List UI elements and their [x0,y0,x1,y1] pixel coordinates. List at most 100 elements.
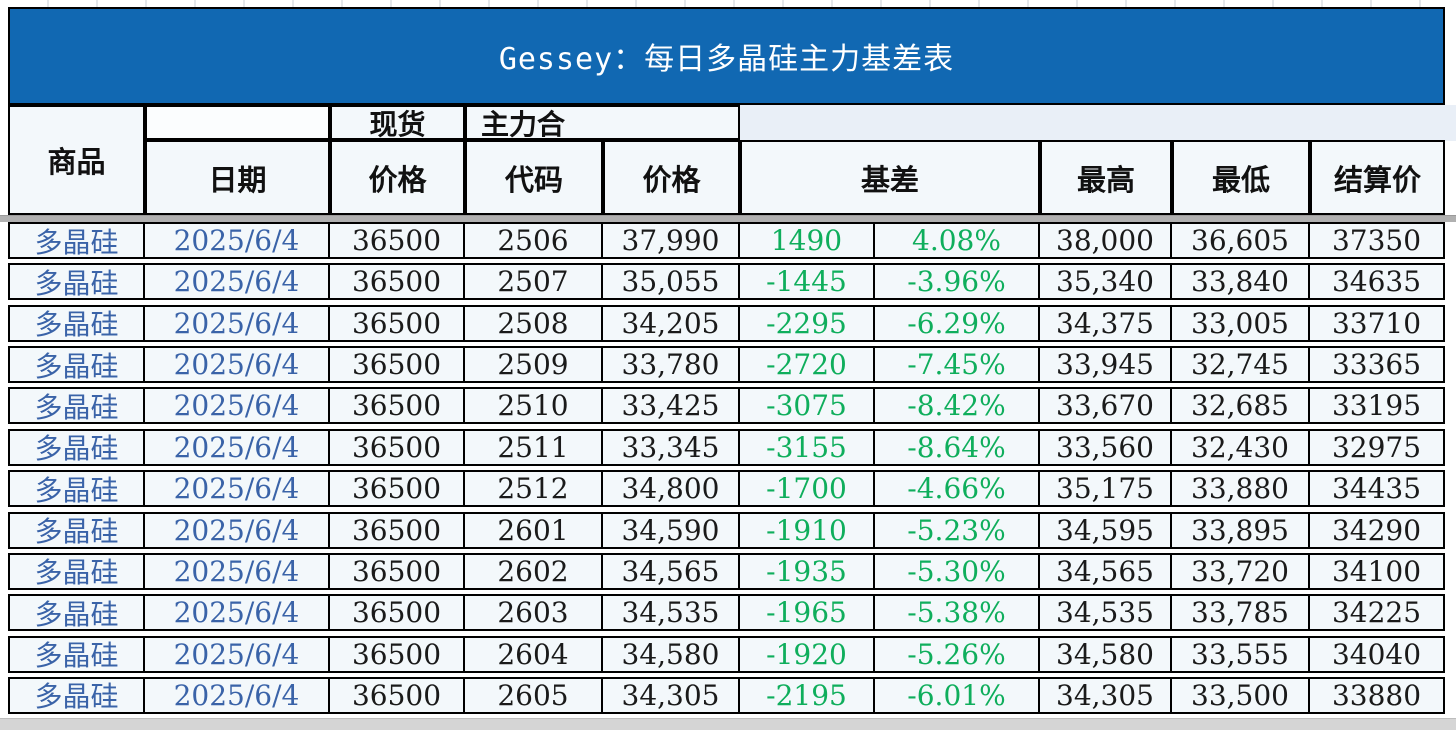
cell-contract-code[interactable]: 2507 [465,265,603,299]
cell-spot-price[interactable]: 36500 [330,430,465,464]
cell-basis[interactable]: -3155 [740,430,875,464]
cell-futures-price[interactable]: 34,590 [603,513,740,547]
header-basis[interactable]: 基差 [740,140,1040,215]
cell-date[interactable]: 2025/6/4 [145,430,330,464]
cell-high[interactable]: 35,340 [1040,265,1172,299]
cell-high[interactable]: 34,375 [1040,306,1172,340]
cell-spot-price[interactable]: 36500 [330,306,465,340]
cell-low[interactable]: 33,785 [1172,596,1310,630]
cell-commodity[interactable]: 多晶硅 [10,430,145,464]
cell-basis[interactable]: -1965 [740,596,875,630]
cell-futures-price[interactable]: 35,055 [603,265,740,299]
cell-spot-price[interactable]: 36500 [330,678,465,712]
cell-contract-code[interactable]: 2509 [465,348,603,382]
cell-commodity[interactable]: 多晶硅 [10,678,145,712]
cell-basis-percent[interactable]: -5.26% [875,637,1040,671]
cell-low[interactable]: 33,840 [1172,265,1310,299]
cell-basis-percent[interactable]: -5.30% [875,554,1040,588]
cell-high[interactable]: 34,595 [1040,513,1172,547]
cell-contract-code[interactable]: 2602 [465,554,603,588]
cell-settle[interactable]: 32975 [1331,430,1422,464]
cell-low[interactable]: 32,685 [1172,389,1310,423]
cell-spot-price[interactable]: 36500 [330,224,465,257]
cell-high[interactable]: 33,560 [1040,430,1172,464]
cell-futures-price[interactable]: 34,800 [603,472,740,506]
cell-date[interactable]: 2025/6/4 [145,554,330,588]
cell-basis[interactable]: -2195 [740,678,875,712]
cell-commodity[interactable]: 多晶硅 [10,637,145,671]
table-title-cell[interactable]: Gessey：每日多晶硅主力基差表 [8,7,1445,105]
cell-high[interactable]: 38,000 [1040,224,1172,257]
cell-basis[interactable]: -2295 [740,306,875,340]
cell-date[interactable]: 2025/6/4 [145,472,330,506]
header-code[interactable]: 代码 [465,140,603,215]
cell-spot-price[interactable]: 36500 [330,637,465,671]
cell-date[interactable]: 2025/6/4 [145,389,330,423]
cell-high[interactable]: 34,580 [1040,637,1172,671]
cell-low[interactable]: 33,895 [1172,513,1310,547]
cell-low[interactable]: 33,880 [1172,472,1310,506]
cell-commodity[interactable]: 多晶硅 [10,513,145,547]
cell-spot-price[interactable]: 36500 [330,596,465,630]
header-spot-group[interactable]: 现货 [330,105,465,141]
header-main-contract-group[interactable]: 主力合 [465,105,740,141]
cell-low[interactable]: 33,555 [1172,637,1310,671]
cell-date[interactable]: 2025/6/4 [145,306,330,340]
cell-basis-percent[interactable]: -6.29% [875,306,1040,340]
cell-commodity[interactable]: 多晶硅 [10,265,145,299]
cell-low[interactable]: 36,605 [1172,224,1310,257]
cell-contract-code[interactable]: 2603 [465,596,603,630]
cell-low[interactable]: 33,720 [1172,554,1310,588]
cell-commodity[interactable]: 多晶硅 [10,348,145,382]
cell-settle[interactable]: 37350 [1331,224,1422,257]
cell-contract-code[interactable]: 2508 [465,306,603,340]
cell-futures-price[interactable]: 37,990 [603,224,740,257]
cell-contract-code[interactable]: 2511 [465,430,603,464]
cell-date[interactable]: 2025/6/4 [145,513,330,547]
cell-basis[interactable]: -1700 [740,472,875,506]
cell-basis[interactable]: -1935 [740,554,875,588]
header-price[interactable]: 价格 [603,140,740,215]
cell-commodity[interactable]: 多晶硅 [10,389,145,423]
cell-settle[interactable]: 33710 [1331,306,1422,340]
cell-settle[interactable]: 34435 [1331,472,1422,506]
header-date[interactable]: 日期 [145,140,330,215]
cell-settle[interactable]: 34225 [1331,596,1422,630]
cell-commodity[interactable]: 多晶硅 [10,472,145,506]
cell-futures-price[interactable]: 33,425 [603,389,740,423]
cell-high[interactable]: 34,305 [1040,678,1172,712]
cell-basis-percent[interactable]: -6.01% [875,678,1040,712]
cell-basis-percent[interactable]: -8.64% [875,430,1040,464]
cell-basis-percent[interactable]: -8.42% [875,389,1040,423]
cell-date[interactable]: 2025/6/4 [145,637,330,671]
cell-low[interactable]: 33,500 [1172,678,1310,712]
cell-spot-price[interactable]: 36500 [330,554,465,588]
cell-date[interactable]: 2025/6/4 [145,678,330,712]
cell-commodity[interactable]: 多晶硅 [10,306,145,340]
cell-basis-percent[interactable]: -5.23% [875,513,1040,547]
cell-settle[interactable]: 34100 [1331,554,1422,588]
header-commodity[interactable]: 商品 [8,105,145,215]
header-settle[interactable]: 结算价 [1310,140,1445,215]
cell-futures-price[interactable]: 33,345 [603,430,740,464]
cell-high[interactable]: 35,175 [1040,472,1172,506]
cell-spot-price[interactable]: 36500 [330,265,465,299]
cell-commodity[interactable]: 多晶硅 [10,596,145,630]
cell-contract-code[interactable]: 2510 [465,389,603,423]
header-high[interactable]: 最高 [1040,140,1172,215]
cell-futures-price[interactable]: 33,780 [603,348,740,382]
cell-commodity[interactable]: 多晶硅 [10,224,145,257]
cell-futures-price[interactable]: 34,305 [603,678,740,712]
cell-basis[interactable]: 1490 [740,224,875,257]
cell-low[interactable]: 32,745 [1172,348,1310,382]
cell-spot-price[interactable]: 36500 [330,472,465,506]
cell-contract-code[interactable]: 2601 [465,513,603,547]
cell-basis-percent[interactable]: -5.38% [875,596,1040,630]
cell-basis[interactable]: -1910 [740,513,875,547]
cell-settle[interactable]: 33880 [1331,678,1422,712]
cell-commodity[interactable]: 多晶硅 [10,554,145,588]
cell-spot-price[interactable]: 36500 [330,348,465,382]
cell-date[interactable]: 2025/6/4 [145,265,330,299]
cell-low[interactable]: 32,430 [1172,430,1310,464]
cell-futures-price[interactable]: 34,565 [603,554,740,588]
